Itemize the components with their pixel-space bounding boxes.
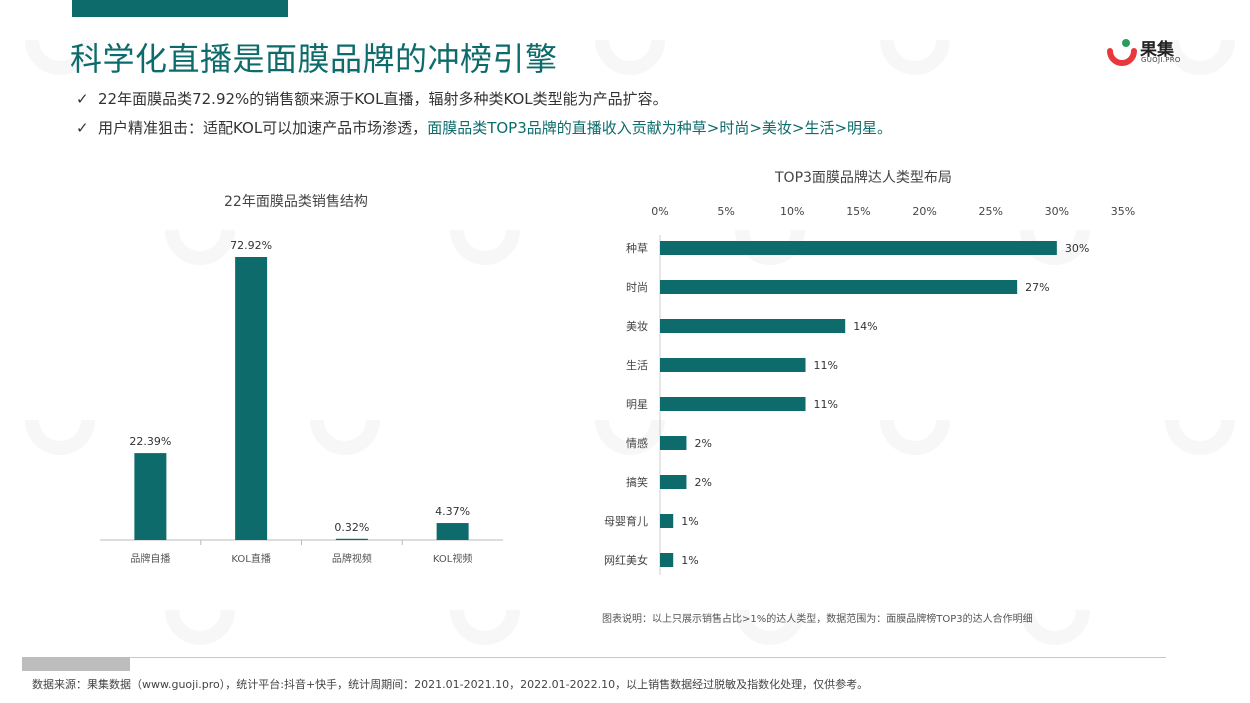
- bullet-2: ✓ 用户精准狙击：适配KOL可以加速产品市场渗透，面膜品类TOP3品牌的直播收入贡…: [76, 117, 892, 138]
- bar: [660, 241, 1057, 255]
- data-source: 数据来源：果集数据（www.guoji.pro），统计平台:抖音+快手，统计周期…: [32, 678, 869, 691]
- check-icon: ✓: [76, 119, 89, 137]
- x-tick-label: 35%: [1111, 205, 1135, 218]
- category-label: 母婴育儿: [604, 514, 648, 528]
- bar: [660, 553, 674, 567]
- bar: [660, 280, 1018, 294]
- bar: [660, 397, 806, 411]
- bar: [134, 453, 167, 540]
- bar-value-label: 2%: [694, 437, 711, 450]
- x-tick-label: 20%: [912, 205, 936, 218]
- footer-grey-block: [22, 657, 130, 671]
- top-accent-bar: [72, 0, 288, 17]
- logo-subtext: GUOJI.PRO: [1141, 56, 1181, 64]
- category-label: 品牌自播: [130, 552, 170, 565]
- bar-value-label: 4.37%: [435, 505, 470, 518]
- x-tick-label: 10%: [780, 205, 804, 218]
- category-label: 美妆: [626, 320, 648, 333]
- bar: [660, 358, 806, 372]
- x-tick-label: 25%: [978, 205, 1002, 218]
- bar-value-label: 2%: [694, 476, 711, 489]
- left-chart-title: 22年面膜品类销售结构: [224, 194, 368, 210]
- category-label: 网红美女: [604, 553, 648, 567]
- category-label: 明星: [626, 398, 648, 411]
- bar: [660, 475, 687, 489]
- brand-logo: 果集 GUOJI.PRO: [1106, 35, 1196, 67]
- bar-value-label: 14%: [853, 320, 877, 333]
- category-label: 品牌视频: [332, 552, 372, 565]
- footer-divider: [22, 657, 1166, 658]
- bar-value-label: 72.92%: [230, 239, 272, 252]
- bullet-1-text: 22年面膜品类72.92%的销售额来源于KOL直播，辐射多种类KOL类型能为产品…: [98, 90, 668, 108]
- bar-value-label: 30%: [1065, 242, 1089, 255]
- bullet-2-highlight: 面膜品类TOP3品牌的直播收入贡献为种草>时尚>美妆>生活>明星。: [427, 119, 893, 137]
- x-tick-label: 5%: [717, 205, 734, 218]
- bar: [335, 538, 368, 540]
- bar: [660, 514, 674, 528]
- bar-value-label: 22.39%: [129, 435, 171, 448]
- category-label: 时尚: [626, 280, 648, 294]
- bar-value-label: 11%: [814, 359, 838, 372]
- bar-value-label: 1%: [681, 515, 698, 528]
- category-label: KOL直播: [231, 552, 270, 565]
- bar-value-label: 1%: [681, 554, 698, 567]
- check-icon: ✓: [76, 90, 89, 108]
- bar: [660, 319, 846, 333]
- chart-note: 图表说明：以上只展示销售占比>1%的达人类型，数据范围为：面膜品牌榜TOP3的达…: [602, 614, 1033, 625]
- right-chart-title: TOP3面膜品牌达人类型布局: [775, 170, 952, 186]
- category-label: 生活: [626, 358, 648, 372]
- category-label: KOL视频: [433, 552, 472, 565]
- bar-value-label: 11%: [814, 398, 838, 411]
- sales-structure-chart: 22.39% 品牌自播 72.92% KOL直播 0.32% 品牌视频 4.37% KOL视频: [100, 239, 503, 565]
- category-label: 搞笑: [626, 475, 648, 489]
- x-tick-label: 15%: [846, 205, 870, 218]
- bullet-2-text: 用户精准狙击：适配KOL可以加速产品市场渗透，: [98, 119, 428, 137]
- bar-value-label: 0.32%: [334, 521, 369, 534]
- x-tick-label: 30%: [1045, 205, 1069, 218]
- bar: [235, 257, 268, 540]
- logo-icon: [1107, 39, 1137, 66]
- bullet-1: ✓ 22年面膜品类72.92%的销售额来源于KOL直播，辐射多种类KOL类型能为产…: [76, 88, 668, 109]
- page-title: 科学化直播是面膜品牌的冲榜引擎: [70, 40, 558, 78]
- category-label: 情感: [626, 437, 648, 450]
- bar-value-label: 27%: [1025, 281, 1049, 294]
- kol-type-chart: 0% 5% 10% 15% 20% 25% 30% 35% 30% 种草 27% 时尚 14% 美妆 11%…: [604, 205, 1135, 575]
- bar: [436, 523, 469, 540]
- bar: [660, 436, 687, 450]
- x-tick-label: 0%: [651, 205, 668, 218]
- category-label: 种草: [626, 241, 648, 255]
- logo-name: 果集: [1140, 40, 1174, 60]
